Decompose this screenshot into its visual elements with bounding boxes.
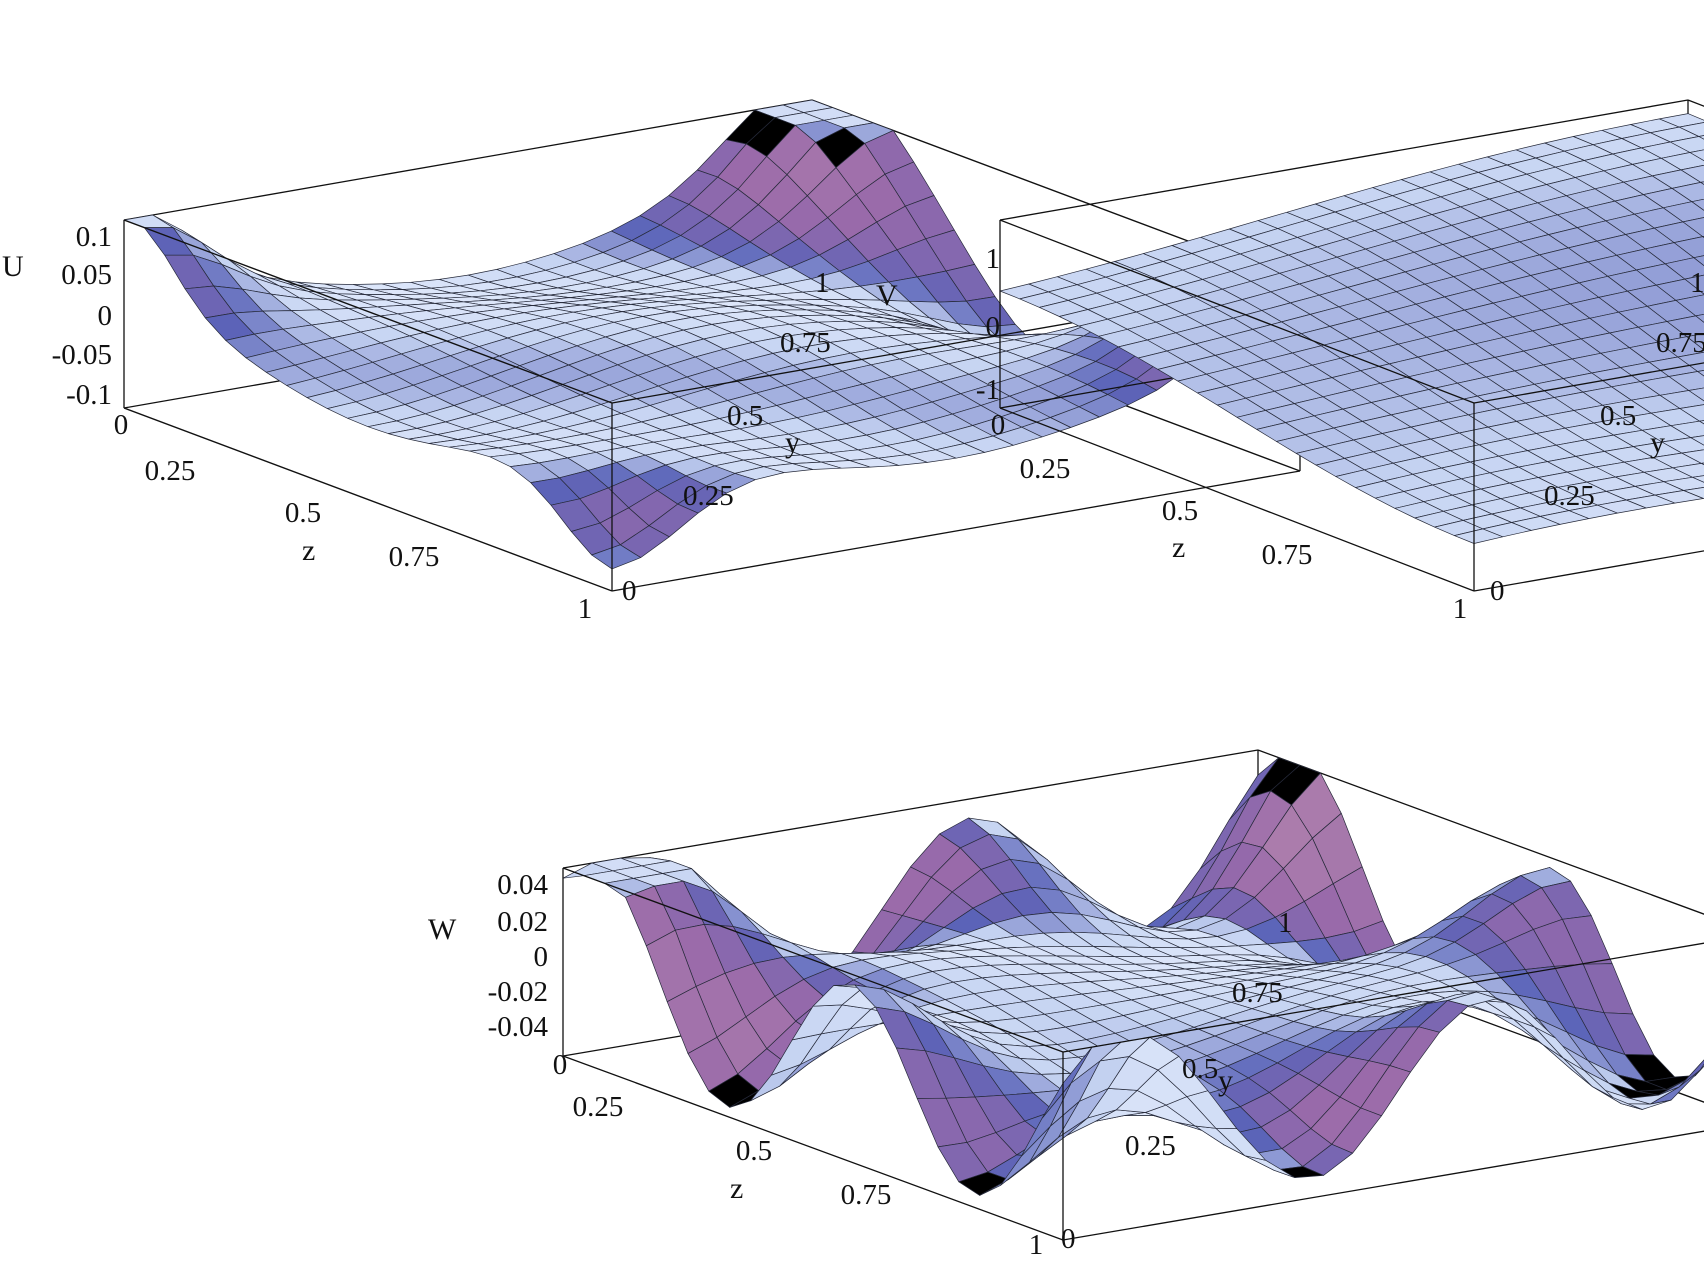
y-tick-label: 0 [1490,575,1505,607]
y-tick-label: 0.75 [1656,327,1704,359]
x-tick-label: 0.25 [573,1091,624,1123]
y-tick-label: 0 [1061,1223,1076,1255]
surface-panel-v: 10-1 V 00.250.50.751 z 00.250.50.751 y [876,99,1704,625]
surface-panel-u: 0.1 0.05 0 -0.05 -0.1 U 0 0.25 0.5 0.75 1 z 0 0.2… [2,99,1301,625]
z-tick-label: -0.1 [66,379,112,411]
bounding-box-front [562,867,1704,1241]
x-tick-label: 0.25 [145,455,196,487]
y-tick-label: 0.5 [1182,1053,1218,1085]
surface-mesh-v [999,113,1704,544]
surface-face [1692,475,1704,483]
x-tick-label: 0 [991,409,1006,441]
box-edge [1257,749,1704,915]
x-tick-label: 0.75 [1262,539,1313,571]
box-edge [1473,550,1704,592]
surface-face [591,544,642,570]
box-edge [1062,942,1704,1053]
y-tick-label: 1 [1690,267,1704,299]
y-axis-label-u: y [785,426,800,459]
surface-face [1693,255,1704,267]
surface-face [1691,198,1704,211]
z-tick-label: 0.04 [497,869,548,901]
z-axis-ticks-v: 1 0 -1 [976,243,1000,406]
z-axis-label-w: W [428,913,457,946]
x-tick-label: 0.5 [285,497,321,529]
box-edge [562,1055,1064,1241]
box-edge [123,407,613,592]
surface-panel-w: 0.040.020-0.02-0.04 W 00.250.50.751 z 00… [428,749,1704,1261]
y-axis-ticks-w: 0 0.25 0.5 0.75 1 [1061,907,1293,1255]
z-coordinate-ticks-v: 0 0.25 0.5 0.75 1 [991,409,1468,625]
x-axis-label-w: z [730,1172,743,1205]
surface-face [123,214,174,228]
x-axis-label-v: z [1172,531,1185,564]
z-tick-label: 0 [98,300,113,332]
box-edge [999,219,1475,404]
z-tick-label: 0.05 [61,259,112,291]
box-edge [999,99,1689,221]
box-edge [123,99,813,221]
y-axis-label-w: y [1218,1064,1233,1097]
x-tick-label: 1 [1029,1229,1044,1261]
y-tick-label: 1 [1278,907,1293,939]
y-tick-label: 0.5 [1600,400,1636,432]
surface-mesh-w [562,757,1704,1196]
x-tick-label: 1 [1453,593,1468,625]
x-axis-label-u: z [302,534,315,567]
box-edge [123,219,613,404]
z-tick-label: -0.05 [52,339,112,371]
z-tick-label: 0.02 [497,906,548,938]
y-tick-label: 0.25 [1125,1130,1176,1162]
box-edge [562,749,1259,869]
z-axis-label-v: V [876,279,898,312]
y-tick-label: 0.75 [780,327,831,359]
x-tick-label: 0 [114,409,129,441]
box-edge [1062,1130,1704,1241]
y-tick-label: 1 [815,267,830,299]
z-axis-label-u: U [2,250,24,283]
z-tick-label: -1 [976,374,1000,406]
bounding-box-front [999,219,1704,592]
z-coordinate-ticks-w: 00.25 0.5 0.75 1 [553,1049,1044,1261]
y-tick-label: 0.5 [727,400,763,432]
z-tick-label: -0.04 [488,1011,549,1043]
y-tick-label: 0 [622,575,637,607]
z-tick-label: 1 [986,243,1001,275]
z-axis-ticks-w: 0.04 0.020-0.02-0.04 [488,869,549,1043]
y-axis-label-v: y [1650,426,1665,459]
y-axis-ticks-v: 0 0.25 0.5 0.75 1 [1490,267,1704,607]
x-tick-label: 0.75 [389,541,440,573]
y-axis-ticks-u: 0 0.25 0.5 0.75 1 [622,267,831,607]
y-tick-label: 0.25 [683,480,734,512]
y-tick-label: 0.75 [1232,977,1283,1009]
x-tick-label: 0 [553,1049,568,1081]
z-tick-label: -0.02 [488,976,548,1008]
box-edge [999,407,1475,592]
x-tick-label: 0.5 [736,1135,772,1167]
x-tick-label: 0.25 [1020,453,1071,485]
z-tick-label: 0 [986,311,1001,343]
x-tick-label: 0.5 [1162,495,1198,527]
z-tick-label: 0.1 [76,221,112,253]
x-tick-label: 0.75 [841,1179,892,1211]
x-tick-label: 1 [578,593,593,625]
y-tick-label: 0.25 [1544,480,1595,512]
z-axis-ticks-u: 0.1 0.05 0 -0.05 -0.1 [52,221,112,411]
box-edge [1473,362,1704,404]
z-tick-label: 0 [534,941,549,973]
box-edge [611,470,1301,592]
z-coordinate-ticks-u: 0 0.25 0.5 0.75 1 [114,409,593,625]
box-edge [562,867,1064,1053]
